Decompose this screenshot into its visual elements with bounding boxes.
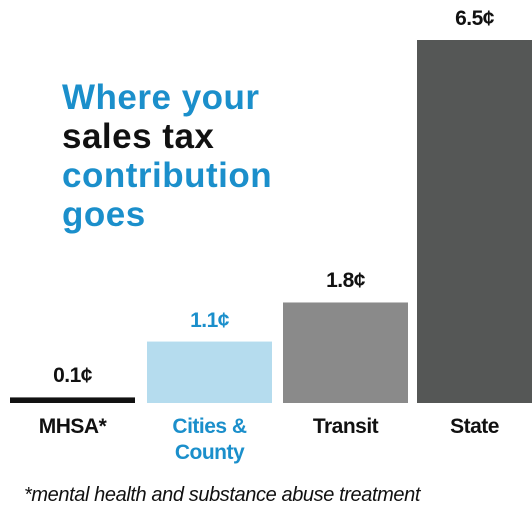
- bar: [417, 40, 532, 403]
- category-label: Transit: [312, 415, 379, 438]
- title-line: sales tax: [62, 117, 215, 156]
- bar: [283, 302, 408, 403]
- title-line: contribution: [62, 156, 273, 195]
- title-line: goes: [62, 195, 146, 234]
- category-label: State: [450, 415, 499, 438]
- category-label: Cities & County: [172, 415, 247, 464]
- value-label: 1.1¢: [190, 308, 229, 332]
- bar: [10, 397, 135, 403]
- value-label: 0.1¢: [53, 364, 92, 388]
- category-label: MHSA*: [38, 415, 107, 438]
- value-label: 6.5¢: [455, 7, 494, 30]
- value-label: 1.8¢: [326, 269, 365, 293]
- footnote: *mental health and substance abuse treat…: [24, 484, 421, 506]
- bar: [147, 341, 272, 403]
- title-line: Where your: [62, 78, 260, 117]
